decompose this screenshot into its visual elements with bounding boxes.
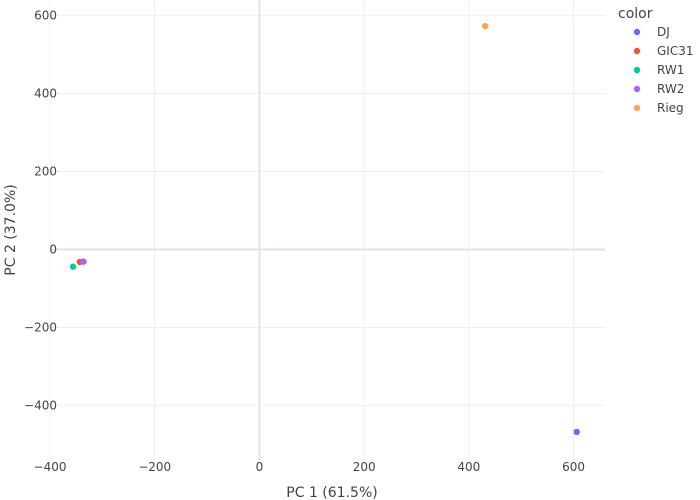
legend: color DJ GIC31 RW1 RW2 Rieg (618, 6, 694, 115)
y-axis-title: PC 2 (37.0%) (3, 184, 19, 275)
x-tick-label: 200 (353, 460, 376, 474)
legend-marker (633, 47, 641, 55)
x-axis-title: PC 1 (61.5%) (286, 485, 377, 500)
legend-item-dj[interactable]: DJ (633, 25, 670, 39)
data-point-rw2 (80, 258, 87, 265)
legend-items: DJ GIC31 RW1 RW2 Rieg (633, 25, 694, 115)
x-tick-label: −200 (138, 460, 171, 474)
data-point-rieg (481, 22, 489, 30)
legend-item-rw1[interactable]: RW1 (633, 63, 685, 77)
y-tick-label: 400 (34, 87, 57, 101)
y-tick-label: 0 (49, 242, 57, 256)
y-tick-label: 600 (34, 9, 57, 23)
x-tick-label: 400 (457, 460, 480, 474)
grid-lines (49, 0, 605, 460)
legend-label: RW2 (657, 82, 684, 96)
zero-lines (50, 0, 605, 460)
legend-marker (633, 66, 641, 74)
legend-item-rw2[interactable]: RW2 (633, 82, 685, 96)
legend-item-gic31[interactable]: GIC31 (633, 44, 694, 58)
x-tick-label: −400 (34, 460, 67, 474)
data-point-rw1 (69, 263, 77, 270)
legend-marker (633, 28, 641, 36)
x-tick-label: 600 (562, 460, 585, 474)
legend-label: RW1 (657, 63, 684, 77)
legend-marker (633, 104, 641, 112)
y-tick-labels: −400 −200 0 200 400 600 (24, 9, 57, 413)
y-tick-label: −400 (24, 398, 57, 412)
y-tick-label: 200 (34, 165, 57, 179)
x-tick-labels: −400 −200 0 200 400 600 (34, 460, 586, 474)
legend-title: color (618, 6, 653, 22)
legend-item-rieg[interactable]: Rieg (633, 101, 684, 115)
y-tick-label: −200 (24, 320, 57, 334)
legend-label: GIC31 (657, 44, 694, 58)
legend-marker (633, 85, 641, 93)
x-tick-label: 0 (256, 460, 264, 474)
legend-label: DJ (657, 25, 670, 39)
data-points (69, 22, 580, 436)
data-point-dj (573, 428, 580, 436)
legend-label: Rieg (657, 101, 684, 115)
